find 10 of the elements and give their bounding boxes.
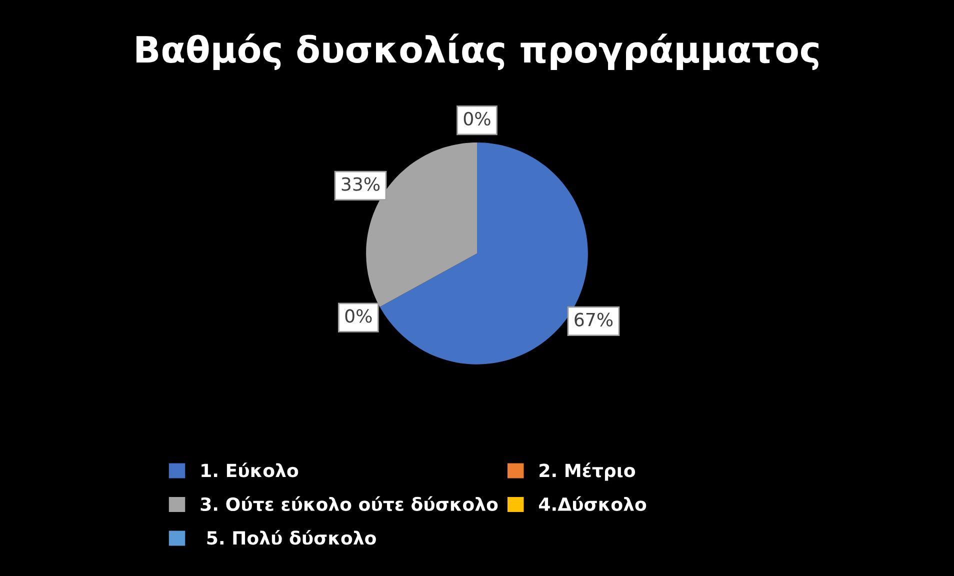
text: 0% [345, 309, 372, 323]
legend-label: 1. Εύκολο [202, 462, 298, 478]
legend-label: 4.Δύσκολο [539, 496, 646, 512]
text: 0% [464, 112, 490, 126]
legend-label: 3. Ούτε εύκολο ούτε δύσκολο [200, 496, 498, 512]
data-label: 33% [342, 177, 380, 191]
data-label: 67% [574, 312, 613, 326]
legend-label: 2. Μέτριο [540, 462, 636, 481]
legend-label: 5. Πολύ δύσκολο [207, 530, 376, 545]
chart-title: Βαθμός δυσκολίας προγράμματος [136, 34, 818, 70]
